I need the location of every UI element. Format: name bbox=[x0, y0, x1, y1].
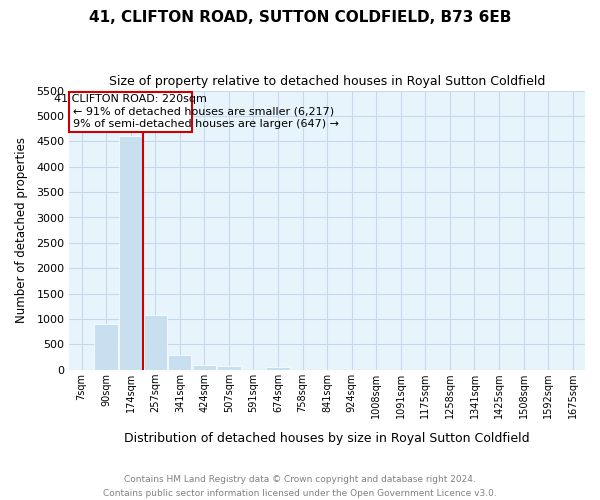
Text: 41, CLIFTON ROAD, SUTTON COLDFIELD, B73 6EB: 41, CLIFTON ROAD, SUTTON COLDFIELD, B73 … bbox=[89, 10, 511, 25]
Text: ← 91% of detached houses are smaller (6,217): ← 91% of detached houses are smaller (6,… bbox=[73, 106, 334, 116]
Bar bbox=[217, 366, 241, 370]
Y-axis label: Number of detached properties: Number of detached properties bbox=[15, 137, 28, 323]
Bar bbox=[119, 136, 142, 370]
Text: Contains HM Land Registry data © Crown copyright and database right 2024.
Contai: Contains HM Land Registry data © Crown c… bbox=[103, 476, 497, 498]
Text: 41 CLIFTON ROAD: 220sqm: 41 CLIFTON ROAD: 220sqm bbox=[54, 94, 207, 104]
Title: Size of property relative to detached houses in Royal Sutton Coldfield: Size of property relative to detached ho… bbox=[109, 75, 545, 88]
FancyBboxPatch shape bbox=[70, 92, 192, 132]
Bar bbox=[168, 354, 191, 370]
Bar bbox=[94, 324, 118, 370]
Bar bbox=[143, 315, 167, 370]
X-axis label: Distribution of detached houses by size in Royal Sutton Coldfield: Distribution of detached houses by size … bbox=[124, 432, 530, 445]
Text: 9% of semi-detached houses are larger (647) →: 9% of semi-detached houses are larger (6… bbox=[73, 119, 339, 129]
Bar bbox=[266, 368, 290, 370]
Bar bbox=[193, 365, 216, 370]
